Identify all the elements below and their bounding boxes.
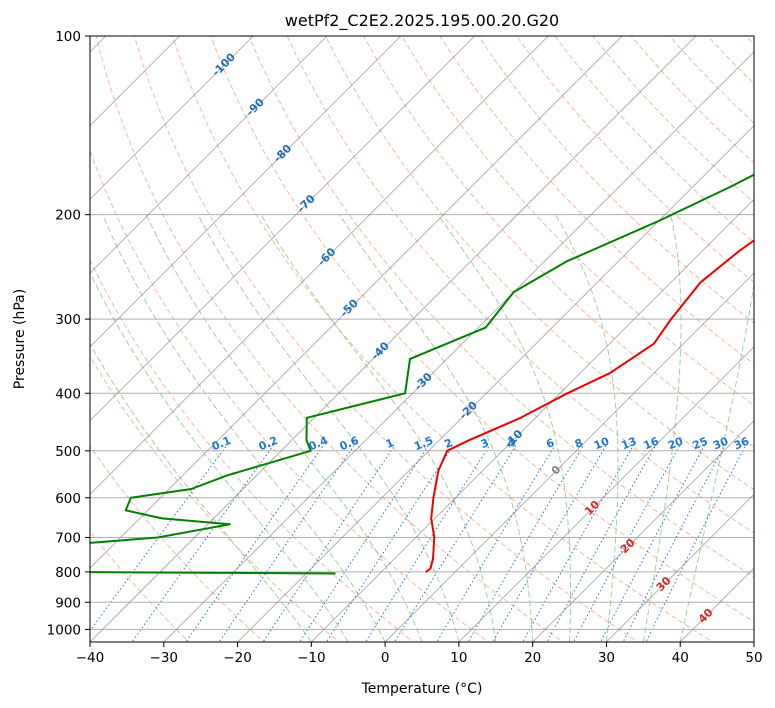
- moist-adiabat-line: [338, 214, 534, 642]
- isotherm-line: [90, 36, 402, 348]
- x-tick-label: −10: [297, 650, 326, 666]
- moist-adiabat-line: [555, 214, 619, 642]
- mixing-ratio-line: [131, 445, 274, 642]
- x-tick-label: 30: [598, 650, 615, 666]
- y-tick-label: 400: [55, 386, 81, 402]
- mixing-ratio-label: 20: [666, 435, 685, 453]
- y-tick-label: 100: [55, 29, 81, 45]
- x-tick-label: 50: [745, 650, 762, 666]
- mixing-ratio-line: [622, 445, 726, 642]
- dewpoint-profile-line: [90, 173, 754, 575]
- mixing-ratio-label: 30: [711, 435, 730, 453]
- mixing-ratio-label: 3: [479, 436, 491, 451]
- moist-adiabat-line: [145, 214, 423, 642]
- x-tick-label: 20: [524, 650, 541, 666]
- chart-title: wetPf2_C2E2.2025.195.00.20.G20: [285, 11, 559, 31]
- y-tick-label: 200: [55, 208, 81, 224]
- moist-adiabat-line: [90, 342, 312, 642]
- isotherm-line: [90, 36, 549, 496]
- mixing-ratio-line: [325, 445, 454, 642]
- dry-adiabat-line: [363, 36, 754, 448]
- mixing-ratio-label: 25: [691, 435, 710, 453]
- x-tick-label: 10: [450, 650, 467, 666]
- isotherm-line: [237, 124, 754, 642]
- mixing-ratio-line: [298, 445, 429, 642]
- mixing-ratio-label: 16: [642, 435, 661, 453]
- mixing-ratio-line: [262, 445, 396, 642]
- x-axis-ticks: −40 −30 −20 −10 0 10 20 30 40 50: [76, 642, 763, 666]
- y-axis-label: Pressure (hPa): [12, 289, 28, 389]
- mixing-ratio-label: 10: [592, 435, 611, 453]
- dry-adiabat-line: [477, 36, 754, 324]
- isotherm-line: [90, 36, 697, 642]
- isotherm-line: [90, 36, 475, 422]
- x-axis-label: Temperature (°C): [361, 681, 483, 697]
- y-tick-label: 300: [55, 312, 81, 328]
- x-tick-label: −40: [76, 650, 105, 666]
- mixing-ratio-lines: [90, 445, 747, 642]
- mixing-ratio-line: [365, 445, 490, 642]
- dry-adiabat-line: [324, 36, 754, 491]
- y-tick-label: 700: [55, 531, 81, 547]
- moist-adiabat-line: [90, 271, 349, 642]
- moist-adiabat-line: [260, 214, 497, 642]
- dry-adiabat-line: [286, 36, 754, 534]
- series-lines: [90, 173, 754, 575]
- mixing-ratio-line: [522, 445, 634, 642]
- isotherm-line: [606, 493, 754, 642]
- isotherm-line: [163, 51, 754, 642]
- isotherm-line: [311, 198, 754, 642]
- plot-background: [90, 36, 754, 642]
- x-tick-label: 0: [381, 650, 390, 666]
- dry-adiabat-line: [90, 445, 265, 642]
- isotherm-line: [90, 36, 328, 274]
- mixing-ratio-label: 13: [619, 435, 638, 453]
- mixing-ratio-label: 36: [732, 435, 751, 453]
- mixing-ratio-label: 1: [384, 436, 396, 451]
- moist-adiabat-line: [642, 214, 682, 642]
- x-tick-label: −30: [150, 650, 179, 666]
- y-tick-label: 500: [55, 444, 81, 460]
- dry-adiabat-line: [90, 149, 490, 642]
- mixing-ratio-line: [394, 445, 517, 642]
- mixing-ratio-label: 2: [443, 436, 455, 451]
- mixing-ratio-line: [218, 445, 355, 642]
- moist-adiabat-line: [102, 214, 386, 642]
- dry-adiabat-line: [401, 36, 754, 407]
- y-tick-label: 900: [55, 595, 81, 611]
- moist-adiabat-line: [679, 280, 754, 642]
- moist-adiabats: [90, 214, 754, 642]
- temperature-profile-line: [425, 239, 754, 573]
- mixing-ratio-line: [600, 445, 705, 642]
- isotherm-line: [458, 346, 754, 642]
- x-tick-label: 40: [672, 650, 689, 666]
- isotherm-grid: [90, 36, 754, 642]
- isotherm-line: [532, 420, 754, 642]
- plot-frame: [89, 35, 755, 643]
- moist-adiabat-line: [197, 214, 460, 642]
- y-tick-label: 800: [55, 565, 81, 581]
- x-tick-label: −20: [223, 650, 252, 666]
- isotherm-line: [753, 641, 754, 642]
- isotherm-line: [384, 272, 754, 642]
- y-tick-label: 600: [55, 491, 81, 507]
- y-tick-label: 1000: [47, 622, 81, 638]
- mixing-ratio-line: [185, 445, 324, 642]
- mixing-ratio-label: 8: [573, 436, 585, 451]
- mixing-ratio-line: [467, 445, 584, 642]
- y-axis-ticks: 100 200 300 400 500 600 700 800 900 1000: [47, 29, 90, 638]
- isotherm-line: [90, 36, 254, 200]
